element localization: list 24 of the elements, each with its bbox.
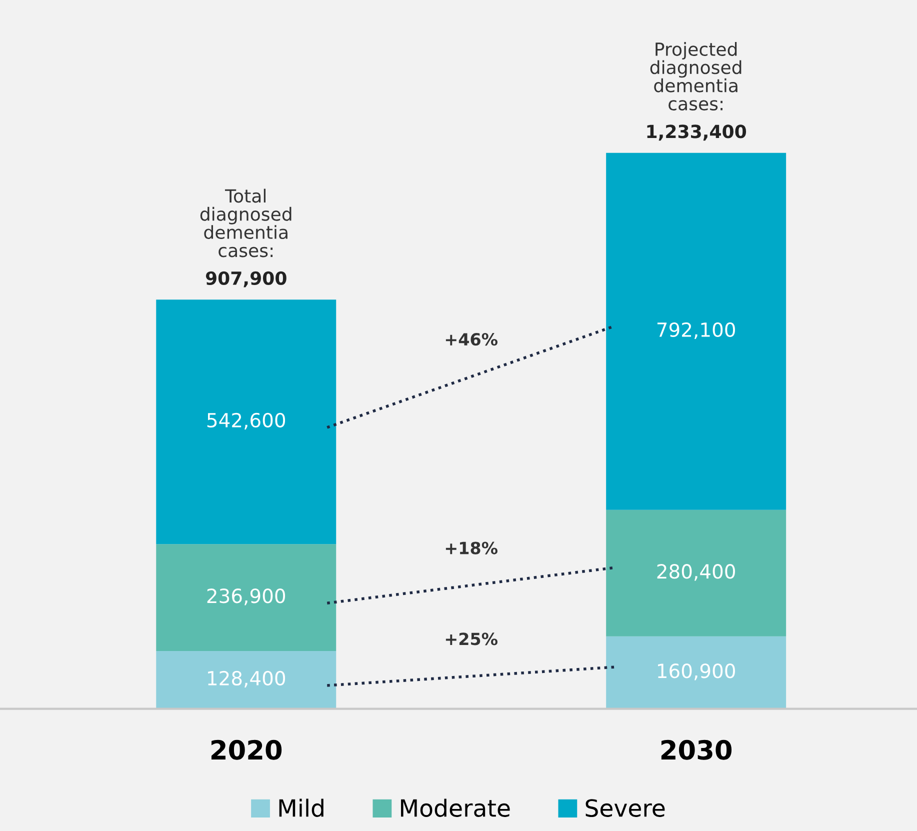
data-label: 160,900 bbox=[658, 664, 735, 680]
legend-label: Mild bbox=[279, 798, 324, 817]
bar bbox=[606, 510, 786, 636]
data-label: 542,600 bbox=[207, 412, 286, 430]
total-label: 907,900 bbox=[206, 271, 286, 288]
bar bbox=[606, 152, 786, 510]
data-label: 236,900 bbox=[207, 588, 286, 606]
bar bbox=[156, 300, 336, 544]
x-tick-label: 2030 bbox=[661, 740, 732, 760]
data-label: 128,400 bbox=[208, 670, 286, 688]
bar bbox=[606, 636, 786, 709]
bar bbox=[156, 544, 336, 651]
total-label: 1,233,400 bbox=[647, 124, 746, 141]
annotation: Projected diagnosed dementia cases: bbox=[650, 42, 742, 110]
x-tick-label: 2020 bbox=[211, 740, 282, 760]
bar bbox=[156, 650, 336, 709]
annotation: +46% bbox=[446, 333, 498, 346]
annotation: +18% bbox=[446, 542, 498, 554]
data-label: 280,400 bbox=[657, 564, 735, 581]
data-label: 792,100 bbox=[657, 322, 735, 340]
legend-label: Moderate bbox=[401, 798, 510, 817]
annotation: Total diagnosed dementia cases: bbox=[200, 188, 292, 258]
legend-label: Severe bbox=[586, 799, 665, 817]
annotation: +25% bbox=[446, 632, 498, 646]
